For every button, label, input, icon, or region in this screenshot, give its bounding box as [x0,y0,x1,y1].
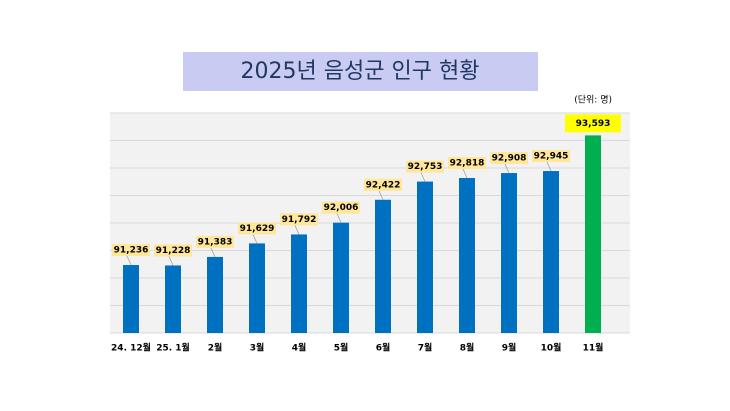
value-label: 92,908 [492,154,527,164]
x-tick-label: 11월 [583,342,604,354]
value-label-bg [448,157,486,170]
value-label-bg [112,244,150,257]
bar [123,265,139,333]
value-label: 91,228 [156,246,191,256]
bar [501,173,517,333]
leader-line [168,256,174,266]
x-tick-label: 10월 [541,342,562,354]
bar [417,181,433,333]
value-label-bg [238,222,276,235]
value-label: 92,945 [534,152,569,162]
value-label-bg [322,201,360,214]
value-label-bg [196,235,234,248]
value-label: 92,818 [450,159,485,169]
value-label-bg [364,178,402,191]
x-tick-label: 6월 [376,342,391,354]
bar [249,243,265,333]
leader-line [420,172,426,182]
bar [585,135,601,333]
leader-line [462,168,468,179]
x-tick-label: 24. 12월 [111,342,151,354]
x-tick-label: 4월 [292,342,307,354]
bar [291,234,307,333]
x-tick-label: 9월 [502,342,517,354]
x-tick-label: 25. 1월 [156,342,190,354]
leader-line [546,161,552,172]
leader-line [294,225,300,235]
value-label: 91,629 [240,224,275,234]
chart-title: 2025년 음성군 인구 현황 [241,59,480,84]
title-box [183,52,538,91]
value-label-bg [280,213,318,226]
value-label: 91,792 [282,215,317,225]
leader-line [336,213,342,223]
value-label-bg [532,150,570,163]
value-label: 92,422 [366,180,401,190]
x-tick-label: 2월 [208,342,223,354]
unit-label: (단위: 명) [574,95,612,106]
x-tick-label: 8월 [460,342,475,354]
bar [207,256,223,333]
bar [543,171,559,333]
value-label-bg [490,152,528,165]
leader-line [252,234,258,244]
leader-line [378,190,384,200]
leader-line [210,247,216,258]
value-label: 92,753 [408,162,443,172]
value-label-bg [565,114,621,133]
value-label: 91,383 [198,237,233,247]
value-label: 91,236 [114,246,149,256]
leader-line [126,255,132,266]
x-tick-label: 3월 [250,342,265,354]
bar [459,178,475,333]
bar [165,265,181,333]
value-label: 92,006 [324,203,359,213]
leader-line [504,163,510,174]
bar [375,199,391,333]
bar [333,222,349,333]
value-label-bg [406,160,444,173]
value-label-bg [154,244,192,257]
x-tick-label: 7월 [418,342,433,354]
x-tick-label: 5월 [334,342,349,354]
value-label: 93,593 [576,119,611,129]
